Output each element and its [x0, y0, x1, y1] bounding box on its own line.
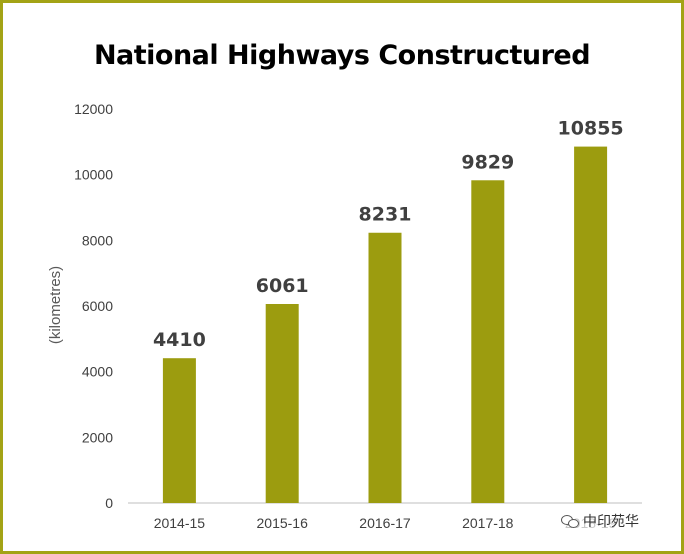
y-tick-label: 8000 [82, 232, 113, 248]
watermark-text: 中印苑华 [583, 514, 639, 530]
y-tick-label: 2000 [82, 429, 113, 445]
bar [368, 232, 402, 503]
y-tick-label: 6000 [82, 298, 113, 314]
y-tick-label: 4000 [82, 364, 113, 380]
chart-title: National Highways Constructured [93, 40, 591, 71]
wechat-icon [561, 514, 579, 528]
bar-value-label: 10855 [558, 118, 624, 140]
bar [162, 358, 196, 503]
y-axis-label: (kilometres) [47, 266, 64, 344]
bar-value-label: 9829 [461, 151, 514, 173]
y-tick-label: 10000 [74, 167, 113, 183]
y-tick-label: 12000 [74, 101, 113, 117]
bar [471, 180, 505, 503]
y-tick-label: 0 [105, 495, 113, 511]
x-tick-label: 2017-18 [462, 515, 514, 531]
bar-value-label: 4410 [153, 329, 206, 351]
x-tick-label: 2015-16 [257, 515, 309, 531]
x-tick-label: 2014-15 [154, 515, 206, 531]
bar [265, 303, 299, 503]
bar [574, 146, 608, 503]
bar-value-label: 8231 [359, 204, 412, 226]
watermark: 中印苑华 [558, 510, 642, 532]
x-tick-label: 2016-17 [359, 515, 411, 531]
bar-value-label: 6061 [256, 275, 309, 297]
